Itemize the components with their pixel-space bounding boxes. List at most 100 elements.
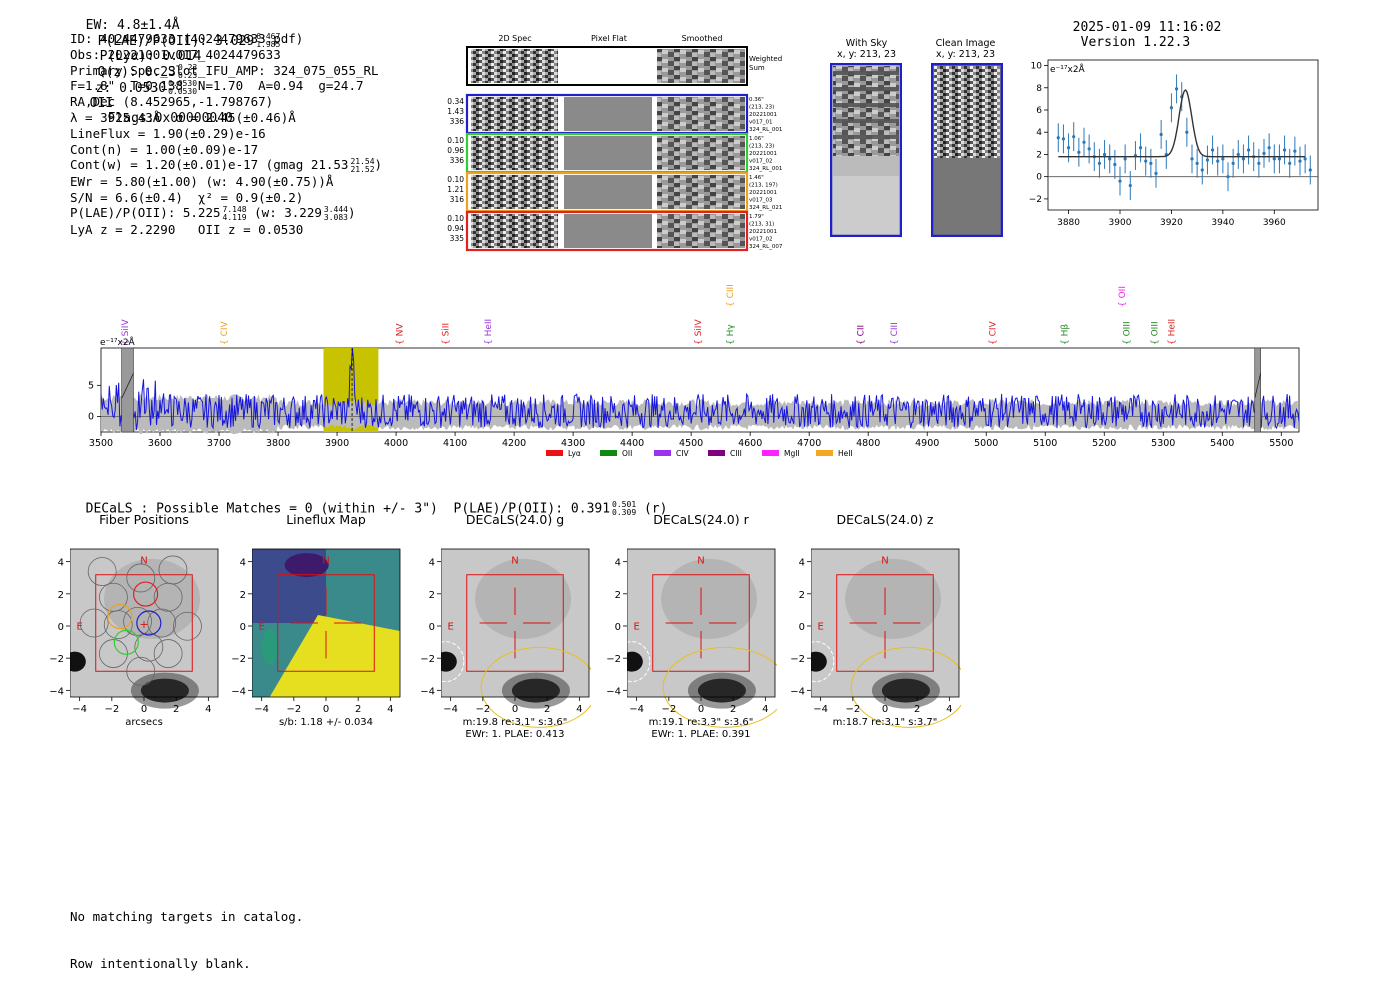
decals-x-tick: −4 (813, 704, 828, 715)
spectrum-masked-region (121, 347, 134, 433)
decals-x-tick: 4 (576, 704, 582, 715)
cutout-left-value: 336 (450, 117, 465, 126)
decals-panel-title: DECaLS(24.0) g (465, 512, 565, 527)
header-plae: P(LAE)/P(OII): 3.029 (97, 33, 255, 49)
spectrum-x-tick: 5200 (1092, 438, 1116, 449)
cutout-right-label: 1.46" (749, 175, 764, 181)
east-label: E (633, 621, 639, 632)
decals-x-tick: −2 (661, 704, 676, 715)
legend-swatch (816, 450, 833, 456)
cutout-right-label: 1.79" (749, 214, 764, 220)
decals-panel: Lineflux Map N E −4 −2 0 2 4 s/b: 1.18 +/- 0.034… (231, 512, 402, 737)
zoom-data-point (1288, 161, 1292, 165)
decals-caption-2: EWr: 1. PLAE: 0.391 (651, 729, 750, 737)
decals-x-tick: 0 (323, 704, 329, 715)
cutout-right-label: (213, 23) (749, 105, 774, 111)
spectrum-x-tick: 3900 (325, 438, 349, 449)
decals-x-tick: −4 (72, 704, 87, 715)
weighted-sum-row: Weighted Sum (466, 46, 782, 86)
cutout-right-label: v017_02 (749, 237, 773, 243)
zoom-data-point (1221, 157, 1225, 161)
info-sn: S/N = 6.6(±0.4) χ² = 0.9(±0.2) (70, 189, 304, 205)
cutout-right-label: 324_RL_001 (749, 127, 782, 133)
footer-notes: No matching targets in catalog. Row inte… (70, 877, 303, 988)
decals-panel-plot: N E −4 −2 0 2 4 m:19.1 re:3.3" s:3.6"EWr: 1. PL… (627, 548, 777, 737)
fiber-circle (126, 656, 156, 686)
zoom-data-point (1195, 161, 1199, 165)
decals-x-tick: 4 (205, 704, 211, 715)
col-header-smoothed: Smoothed (682, 34, 723, 43)
decals-x-tick: 4 (762, 704, 768, 715)
decals-x-tick: −2 (845, 704, 860, 715)
spectrum-line-label: { OIII (1123, 321, 1133, 345)
spectrum-line-label: { CII (857, 325, 867, 345)
zoom-data-point (1216, 159, 1220, 163)
decals-y-tick: −4 (420, 686, 435, 697)
full-spectrum-plot: { SiIV { CIV { NV { SiII { HeII { SiIV { CIII {… (88, 284, 1300, 458)
spectrum-x-tick: 5400 (1210, 438, 1234, 449)
decals-panel-plot: N E −4 −2 0 2 4 s/b: 1.18 +/- 0.034 (252, 548, 401, 728)
with-sky-title: With Sky x, y: 213, 23 (836, 38, 897, 60)
info-block: ID: 4024479633 (4024479633.pdf) Obs: 202… (70, 31, 382, 238)
decals-x-tick: 2 (355, 704, 361, 715)
zoom-x-tick: 3960 (1263, 218, 1286, 228)
spectrum-line-label: { CIII (726, 284, 736, 307)
spectrum-x-tick: 4800 (856, 438, 880, 449)
header-meta: 2025-01-09 11:16:02 Version 1.22.3 (1057, 5, 1222, 50)
info-id: ID: 4024479633 (4024479633.pdf) (70, 31, 304, 46)
decals-y-tick: −2 (231, 654, 246, 665)
zoom-data-point (1174, 87, 1179, 91)
fiber-circle (173, 611, 202, 641)
decals-y-tick: 4 (58, 558, 64, 569)
decals-y-tick: 4 (615, 558, 621, 569)
spectrum-line-label: { CIV (220, 320, 230, 345)
zoom-data-point (1303, 157, 1307, 161)
decals-panel: DECaLS(24.0) r N E −4 −2 0 2 4 m:19.1 re:3.3" s:… (606, 512, 777, 737)
legend-label: OII (622, 449, 632, 458)
decals-panel-title: DECaLS(24.0) z (836, 512, 934, 527)
spectrum-x-tick: 3600 (148, 438, 172, 449)
cutout-left-value: 335 (450, 234, 465, 243)
north-label: N (511, 555, 518, 566)
decals-y-tick: 0 (240, 622, 246, 633)
decals-y-tick: 0 (58, 622, 64, 633)
decals-panel-title: Lineflux Map (286, 512, 366, 527)
east-label: E (258, 621, 264, 632)
spectrum-x-tick: 4400 (620, 438, 644, 449)
fiber-circle (87, 557, 117, 586)
zoom-data-point (1236, 152, 1240, 157)
col-header-pixelflat: Pixel Flat (591, 34, 627, 43)
fiber-circle (79, 608, 109, 638)
decals-x-tick: 2 (173, 704, 179, 715)
spectrum-line-label: { SiII (442, 323, 452, 345)
decals-y-tick: −2 (49, 654, 64, 665)
zoom-data-point (1128, 183, 1132, 188)
decals-x-tick: −2 (104, 704, 119, 715)
spectrum-x-tick: 5500 (1269, 438, 1293, 449)
cutout-right-label: v017_02 (749, 159, 773, 165)
decals-y-tick: −2 (790, 654, 805, 665)
decals-y-tick: 2 (799, 590, 805, 601)
spectrum-x-tick: 5000 (974, 438, 998, 449)
decals-y-tick: −4 (49, 686, 64, 697)
zoom-data-point (1077, 150, 1081, 154)
footer-line-1: No matching targets in catalog. (70, 908, 304, 924)
search-box (836, 574, 934, 672)
decals-x-tick: 2 (730, 704, 736, 715)
info-primary: Primary Spec_Slot_IFU_AMP: 324_075_055_R… (70, 62, 379, 78)
cutout-left-value: 0.10 (447, 175, 464, 184)
decals-x-tick: 2 (914, 704, 920, 715)
header-bar: EW: 4.8±1.4Å P(LAE)/P(OII): 3.029 6.467 1.… (70, 3, 281, 126)
source-ellipse (627, 641, 651, 683)
cutout-left-value: 336 (450, 156, 465, 165)
zoom-data-point (1262, 151, 1266, 155)
footer-line-2: Row intentionally blank. (70, 955, 251, 971)
spectrum-x-tick: 4000 (384, 438, 408, 449)
zoom-data-point (1205, 158, 1210, 162)
zoom-data-point (1056, 136, 1060, 140)
header-q: Q(z): 0.23 (97, 64, 176, 80)
fiber-circle (99, 639, 128, 668)
zoom-data-point (1108, 157, 1112, 161)
decals-x-tick: −2 (286, 704, 301, 715)
